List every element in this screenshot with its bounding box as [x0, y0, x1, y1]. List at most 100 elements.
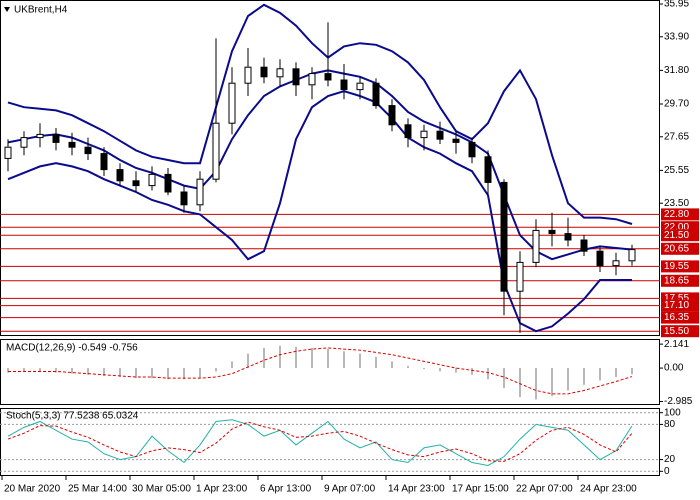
- x-tick-label: 9 Apr 07:00: [324, 484, 376, 495]
- candle-body: [68, 141, 76, 148]
- y-tick-label: 0: [664, 466, 670, 477]
- candle-body: [548, 229, 556, 235]
- candle-body: [340, 79, 348, 91]
- x-tick-label: 14 Apr 23:00: [388, 484, 445, 495]
- candle-body: [276, 68, 284, 78]
- x-tick-label: 17 Apr 15:00: [452, 484, 509, 495]
- stoch-line: [7, 421, 633, 462]
- macd-bar: [551, 368, 553, 397]
- candle-body: [580, 239, 588, 252]
- macd-bar: [279, 345, 281, 369]
- y-tick-label: 33.90: [664, 31, 689, 42]
- panel-frame: [0, 0, 660, 336]
- candle-body: [52, 133, 60, 143]
- candle-body: [228, 82, 236, 124]
- y-tick-label: 25.55: [664, 165, 689, 176]
- bollinger-band: [7, 90, 632, 333]
- candle-body: [628, 249, 636, 262]
- y-tick-label: 23.50: [664, 198, 689, 209]
- macd-bar: [391, 361, 393, 369]
- candle-body: [180, 191, 188, 206]
- level-label-box: [661, 229, 699, 242]
- candle-body: [260, 66, 268, 78]
- macd-bar: [343, 351, 345, 369]
- candle-body: [116, 169, 124, 182]
- macd-bar: [7, 368, 9, 373]
- level-label: 20.65: [664, 243, 689, 254]
- candle-body: [564, 233, 572, 241]
- level-label-box: [661, 242, 699, 255]
- macd-bar: [599, 368, 601, 381]
- level-label: 16.35: [664, 312, 689, 323]
- macd-bar: [151, 368, 153, 379]
- y-tick-label: 100: [664, 407, 681, 418]
- candle-body: [148, 173, 156, 187]
- chart-title: UKBrent,H4: [14, 5, 68, 16]
- candle-body: [372, 82, 380, 107]
- level-label: 22.80: [664, 209, 689, 220]
- level-label: 19.55: [664, 261, 689, 272]
- level-label-box: [661, 274, 699, 287]
- level-label: 17.10: [664, 300, 689, 311]
- macd-bar: [359, 353, 361, 369]
- macd-bar: [519, 368, 521, 398]
- macd-bar: [327, 349, 329, 369]
- panel-frame: [0, 408, 660, 476]
- y-tick-label: 80: [664, 419, 676, 430]
- x-tick-label: 6 Apr 13:00: [260, 484, 312, 495]
- macd-bar: [103, 368, 105, 376]
- candle-body: [532, 229, 540, 263]
- macd-bar: [375, 356, 377, 369]
- x-tick-label: 24 Apr 23:00: [580, 484, 637, 495]
- macd-bar: [567, 368, 569, 391]
- candle-body: [36, 133, 44, 139]
- candle-body: [484, 156, 492, 183]
- candle-body: [132, 180, 140, 187]
- x-tick-label: 25 Mar 14:00: [68, 484, 127, 495]
- candle-body: [20, 137, 28, 148]
- stoch-line: [7, 419, 633, 466]
- candle-body: [100, 153, 108, 171]
- level-label-box: [661, 260, 699, 273]
- candle-body: [196, 178, 204, 206]
- level-label-box: [661, 311, 699, 324]
- level-label-box: [661, 208, 699, 221]
- level-label: 21.50: [664, 230, 689, 241]
- candle-body: [452, 138, 460, 143]
- macd-bar: [263, 347, 265, 369]
- macd-signal: [8, 347, 633, 395]
- candle-body: [212, 122, 220, 180]
- y-tick-label: 27.65: [664, 131, 689, 142]
- y-tick-label: 35.95: [664, 0, 689, 10]
- macd-bar: [135, 368, 137, 379]
- macd-bar: [55, 368, 57, 373]
- macd-bar: [167, 368, 169, 380]
- macd-bar: [471, 368, 473, 375]
- macd-bar: [87, 368, 89, 375]
- candle-body: [420, 130, 428, 139]
- candle-body: [4, 146, 12, 159]
- candle-body: [404, 124, 412, 139]
- macd-bar: [39, 368, 41, 372]
- macd-bar: [583, 368, 585, 385]
- macd-bar: [215, 368, 217, 372]
- bollinger-band: [7, 69, 633, 261]
- macd-bar: [199, 368, 201, 379]
- level-label-box: [661, 325, 699, 338]
- candle-body: [324, 73, 332, 81]
- macd-bar: [407, 365, 409, 369]
- macd-bar: [231, 361, 233, 369]
- y-tick-label: 31.80: [664, 65, 689, 76]
- candle-body: [292, 68, 300, 86]
- candle-body: [308, 73, 316, 86]
- y-tick-label: 0.00: [664, 363, 684, 374]
- macd-bar: [23, 368, 25, 372]
- stoch-label: Stoch(5,3,3) 77.5238 65.0324: [6, 411, 139, 422]
- macd-bar: [631, 368, 633, 375]
- macd-bar: [455, 368, 457, 373]
- macd-bar: [439, 368, 441, 372]
- macd-bar: [247, 353, 249, 369]
- macd-bar: [503, 368, 505, 389]
- x-tick-label: 1 Apr 23:00: [196, 484, 248, 495]
